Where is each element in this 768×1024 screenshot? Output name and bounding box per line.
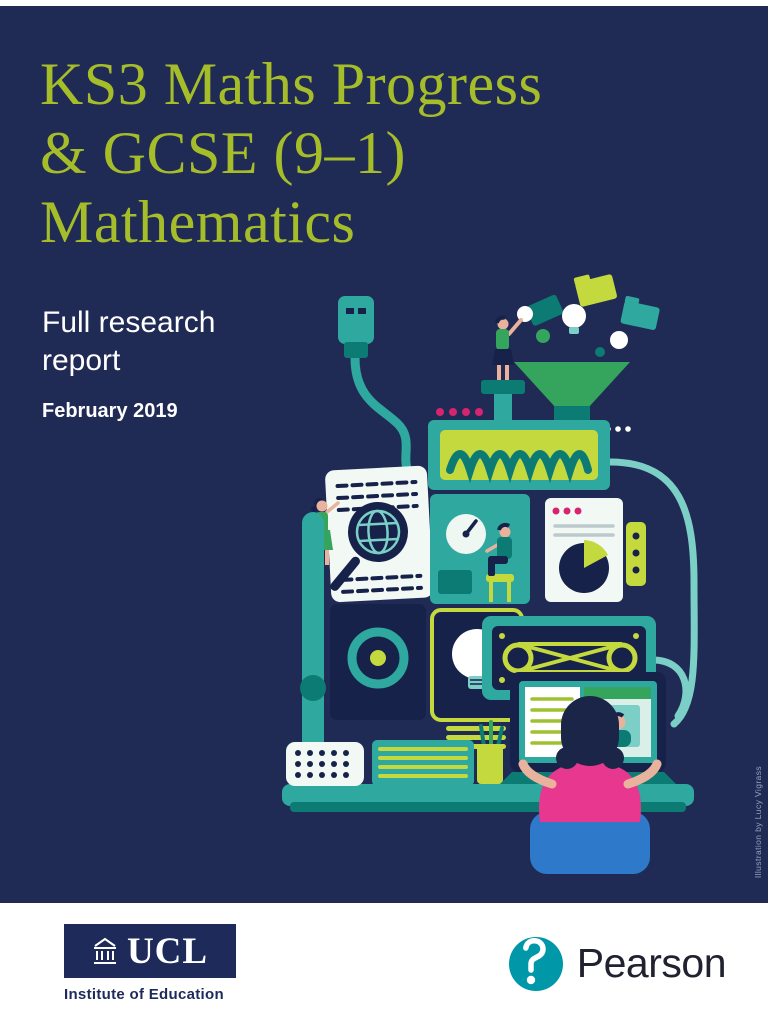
target-box: [330, 604, 426, 720]
usb-cable-icon: [338, 296, 419, 483]
ucl-portico-icon: [93, 937, 116, 964]
pearson-wordmark: Pearson: [576, 940, 727, 986]
squiggle-box: [428, 408, 610, 490]
connector-pipes-icon: [606, 458, 698, 728]
ucl-wordmark: UCL: [126, 930, 209, 972]
pearson-interrobang-icon: [508, 936, 563, 991]
lined-panel: [372, 740, 474, 786]
falling-folders-icon: [526, 274, 660, 357]
keyboard-icon: [286, 742, 364, 786]
report-title: KS3 Maths Progress & GCSE (9–1) Mathemat…: [40, 50, 542, 257]
subtitle-line-1: Full research: [42, 306, 216, 339]
person-at-funnel: [481, 306, 533, 422]
ucl-institute-label: Institute of Education: [64, 986, 224, 1003]
title-line-3: Mathematics: [40, 189, 356, 255]
machine-illustration: [282, 274, 698, 874]
document-magnifier-icon: [325, 465, 434, 603]
illustration-credit: Illustration by Lucy Vigrass: [753, 766, 763, 879]
footer-logos: UCL Institute of Education Pearson: [0, 903, 768, 1024]
pencil-cup-icon: [477, 720, 504, 784]
woman-at-laptop: [518, 696, 662, 822]
subtitle-line-2: report: [42, 344, 121, 378]
chair: [530, 812, 650, 874]
left-pipe-icon: [300, 512, 326, 772]
ucl-logo-box: UCL: [64, 924, 236, 978]
title-line-2: & GCSE (9–1): [40, 120, 406, 186]
pie-chart-panel: [545, 498, 623, 602]
title-line-1: KS3 Maths Progress: [40, 51, 543, 117]
publication-date: February 2019: [42, 400, 178, 422]
dial-box: [430, 494, 530, 604]
report-subtitle: Full research report: [42, 304, 215, 381]
cover: KS3 Maths Progress & GCSE (9–1) Mathemat…: [0, 6, 768, 903]
pearson-logo: Pearson: [508, 936, 727, 991]
ucl-logo: UCL Institute of Education: [64, 924, 236, 1003]
person-sitting: [485, 522, 514, 602]
button-strip: [626, 522, 646, 586]
